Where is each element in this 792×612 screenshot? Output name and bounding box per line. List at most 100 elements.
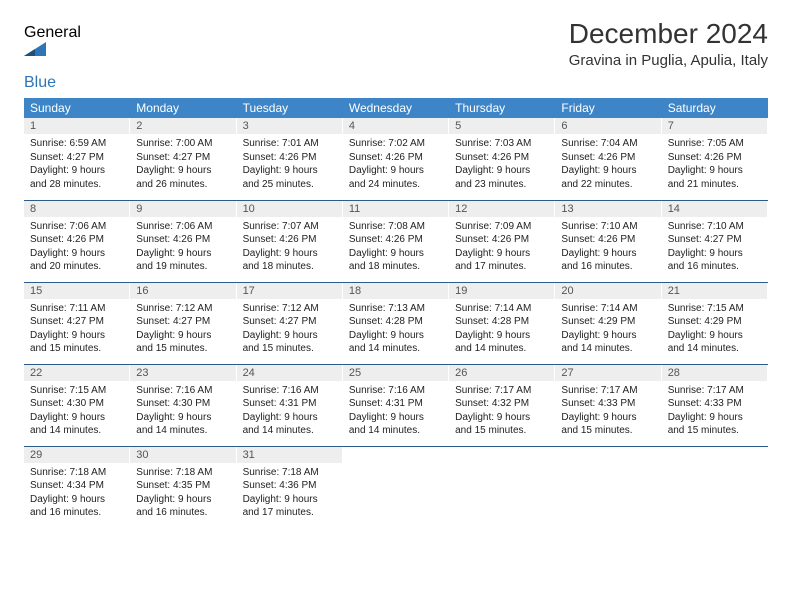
day-number: 30 (130, 447, 236, 463)
day-number: 17 (237, 283, 343, 299)
sunrise-line: Sunrise: 7:11 AM (30, 302, 124, 316)
calendar-day-cell: 5Sunrise: 7:03 AMSunset: 4:26 PMDaylight… (449, 118, 555, 200)
calendar-day-cell: 9Sunrise: 7:06 AMSunset: 4:26 PMDaylight… (130, 200, 236, 282)
day-number: 13 (555, 201, 661, 217)
day-number: 9 (130, 201, 236, 217)
sunset-line: Sunset: 4:33 PM (668, 397, 762, 411)
day-details: Sunrise: 7:03 AMSunset: 4:26 PMDaylight:… (449, 134, 555, 195)
sunset-line: Sunset: 4:26 PM (561, 151, 655, 165)
sunset-line: Sunset: 4:27 PM (136, 151, 230, 165)
day-number: 12 (449, 201, 555, 217)
day-details: Sunrise: 7:05 AMSunset: 4:26 PMDaylight:… (662, 134, 768, 195)
sunrise-line: Sunrise: 7:00 AM (136, 137, 230, 151)
weekday-header: Tuesday (237, 98, 343, 118)
calendar-day-cell (662, 446, 768, 528)
daylight-line: Daylight: 9 hours and 28 minutes. (30, 164, 124, 191)
sunrise-line: Sunrise: 7:15 AM (668, 302, 762, 316)
day-number: 8 (24, 201, 130, 217)
day-details: Sunrise: 7:17 AMSunset: 4:33 PMDaylight:… (555, 381, 661, 442)
sunrise-line: Sunrise: 7:18 AM (30, 466, 124, 480)
day-details: Sunrise: 7:01 AMSunset: 4:26 PMDaylight:… (237, 134, 343, 195)
logo-triangle-icon (24, 42, 83, 56)
sunrise-line: Sunrise: 7:16 AM (243, 384, 337, 398)
day-number: 29 (24, 447, 130, 463)
day-number: 6 (555, 118, 661, 134)
sunset-line: Sunset: 4:26 PM (668, 151, 762, 165)
sunset-line: Sunset: 4:27 PM (30, 151, 124, 165)
calendar-day-cell: 2Sunrise: 7:00 AMSunset: 4:27 PMDaylight… (130, 118, 236, 200)
sunset-line: Sunset: 4:34 PM (30, 479, 124, 493)
sunset-line: Sunset: 4:26 PM (561, 233, 655, 247)
sunset-line: Sunset: 4:30 PM (136, 397, 230, 411)
sunset-line: Sunset: 4:36 PM (243, 479, 337, 493)
sunset-line: Sunset: 4:26 PM (349, 233, 443, 247)
day-number: 21 (662, 283, 768, 299)
calendar-day-cell: 20Sunrise: 7:14 AMSunset: 4:29 PMDayligh… (555, 282, 661, 364)
day-number: 20 (555, 283, 661, 299)
calendar-day-cell: 28Sunrise: 7:17 AMSunset: 4:33 PMDayligh… (662, 364, 768, 446)
day-number: 22 (24, 365, 130, 381)
logo-text-general: General (24, 24, 81, 41)
calendar-day-cell: 15Sunrise: 7:11 AMSunset: 4:27 PMDayligh… (24, 282, 130, 364)
daylight-line: Daylight: 9 hours and 16 minutes. (30, 493, 124, 520)
daylight-line: Daylight: 9 hours and 16 minutes. (668, 247, 762, 274)
sunrise-line: Sunrise: 7:17 AM (668, 384, 762, 398)
day-number: 18 (343, 283, 449, 299)
sunrise-line: Sunrise: 7:17 AM (455, 384, 549, 398)
day-details: Sunrise: 7:15 AMSunset: 4:29 PMDaylight:… (662, 299, 768, 360)
calendar-day-cell: 22Sunrise: 7:15 AMSunset: 4:30 PMDayligh… (24, 364, 130, 446)
daylight-line: Daylight: 9 hours and 14 minutes. (30, 411, 124, 438)
day-details: Sunrise: 7:14 AMSunset: 4:29 PMDaylight:… (555, 299, 661, 360)
calendar-day-cell: 24Sunrise: 7:16 AMSunset: 4:31 PMDayligh… (237, 364, 343, 446)
day-number: 31 (237, 447, 343, 463)
sunrise-line: Sunrise: 7:08 AM (349, 220, 443, 234)
calendar-day-cell (449, 446, 555, 528)
calendar-week-row: 29Sunrise: 7:18 AMSunset: 4:34 PMDayligh… (24, 446, 768, 528)
daylight-line: Daylight: 9 hours and 14 minutes. (349, 329, 443, 356)
calendar-day-cell: 26Sunrise: 7:17 AMSunset: 4:32 PMDayligh… (449, 364, 555, 446)
daylight-line: Daylight: 9 hours and 18 minutes. (243, 247, 337, 274)
day-number: 27 (555, 365, 661, 381)
sunrise-line: Sunrise: 7:04 AM (561, 137, 655, 151)
day-details: Sunrise: 7:08 AMSunset: 4:26 PMDaylight:… (343, 217, 449, 278)
location: Gravina in Puglia, Apulia, Italy (569, 52, 768, 69)
daylight-line: Daylight: 9 hours and 14 minutes. (243, 411, 337, 438)
day-number: 1 (24, 118, 130, 134)
sunrise-line: Sunrise: 7:06 AM (30, 220, 124, 234)
daylight-line: Daylight: 9 hours and 24 minutes. (349, 164, 443, 191)
sunrise-line: Sunrise: 7:14 AM (455, 302, 549, 316)
day-details: Sunrise: 7:18 AMSunset: 4:36 PMDaylight:… (237, 463, 343, 524)
sunset-line: Sunset: 4:26 PM (455, 151, 549, 165)
sunrise-line: Sunrise: 7:18 AM (243, 466, 337, 480)
calendar-day-cell (343, 446, 449, 528)
weekday-header: Monday (130, 98, 236, 118)
daylight-line: Daylight: 9 hours and 15 minutes. (455, 411, 549, 438)
sunrise-line: Sunrise: 7:17 AM (561, 384, 655, 398)
sunset-line: Sunset: 4:28 PM (455, 315, 549, 329)
daylight-line: Daylight: 9 hours and 15 minutes. (30, 329, 124, 356)
day-number: 25 (343, 365, 449, 381)
sunrise-line: Sunrise: 7:12 AM (136, 302, 230, 316)
sunrise-line: Sunrise: 7:03 AM (455, 137, 549, 151)
calendar-day-cell: 1Sunrise: 6:59 AMSunset: 4:27 PMDaylight… (24, 118, 130, 200)
day-details: Sunrise: 7:18 AMSunset: 4:35 PMDaylight:… (130, 463, 236, 524)
day-number: 19 (449, 283, 555, 299)
day-details: Sunrise: 7:14 AMSunset: 4:28 PMDaylight:… (449, 299, 555, 360)
day-number: 3 (237, 118, 343, 134)
month-title: December 2024 (569, 18, 768, 50)
daylight-line: Daylight: 9 hours and 14 minutes. (561, 329, 655, 356)
day-details: Sunrise: 7:15 AMSunset: 4:30 PMDaylight:… (24, 381, 130, 442)
calendar-day-cell: 4Sunrise: 7:02 AMSunset: 4:26 PMDaylight… (343, 118, 449, 200)
day-details: Sunrise: 7:12 AMSunset: 4:27 PMDaylight:… (130, 299, 236, 360)
calendar-day-cell: 3Sunrise: 7:01 AMSunset: 4:26 PMDaylight… (237, 118, 343, 200)
day-details: Sunrise: 7:10 AMSunset: 4:26 PMDaylight:… (555, 217, 661, 278)
weekday-header: Thursday (449, 98, 555, 118)
day-details: Sunrise: 7:06 AMSunset: 4:26 PMDaylight:… (130, 217, 236, 278)
calendar-week-row: 1Sunrise: 6:59 AMSunset: 4:27 PMDaylight… (24, 118, 768, 200)
calendar-day-cell: 10Sunrise: 7:07 AMSunset: 4:26 PMDayligh… (237, 200, 343, 282)
day-details: Sunrise: 7:04 AMSunset: 4:26 PMDaylight:… (555, 134, 661, 195)
weekday-header-row: Sunday Monday Tuesday Wednesday Thursday… (24, 98, 768, 118)
daylight-line: Daylight: 9 hours and 15 minutes. (243, 329, 337, 356)
title-block: December 2024 Gravina in Puglia, Apulia,… (569, 18, 768, 69)
day-details: Sunrise: 7:16 AMSunset: 4:31 PMDaylight:… (237, 381, 343, 442)
